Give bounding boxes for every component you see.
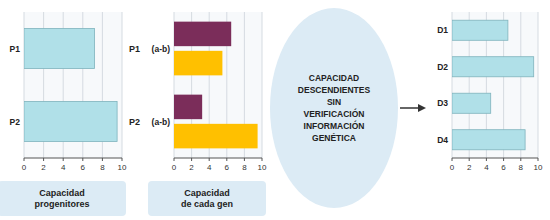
bar-chart: 0 2 4 6 8 10 P1 P2 Capacidadprogenitores [0,12,127,216]
plot-area [24,12,122,158]
x-axis-line [174,158,262,159]
annotation-ellipse [270,8,398,208]
chart-svg: 0 2 4 6 8 10 P1 P2 Capacidadprogenitores 0 2 4 6 8 10 (… [0,0,550,220]
bars [452,20,534,150]
category-label: D2 [437,62,448,72]
bars [174,22,258,149]
plot-area [452,12,538,158]
tick-label: 4 [207,163,212,172]
figure: 0 2 4 6 8 10 P1 P2 Capacidadprogenitores 0 2 4 6 8 10 (… [0,0,550,220]
bar [174,95,202,120]
bar [24,28,95,68]
tick-label: 10 [258,163,267,172]
bars [24,28,117,141]
tick-label: 8 [519,163,524,172]
category-label: (a-b) [152,44,171,54]
annotation-group: CAPACIDADDESCENDIENTESSINVERIFICACIÓNINF… [270,8,426,208]
category-label: (a-b) [152,117,171,127]
grid-line [538,12,539,158]
tick-label: 2 [467,163,472,172]
tick-label: 4 [484,163,489,172]
grid-line [122,12,123,158]
chart-title: Capacidadde cada gen [181,188,233,209]
tick-label: 8 [242,163,247,172]
bar [452,57,534,77]
bar [174,22,231,47]
tick-label: 6 [81,163,86,172]
tick-label: 8 [100,163,105,172]
annotation-text: CAPACIDADDESCENDIENTESSINVERIFICACIÓNINF… [298,73,371,143]
bar [24,101,117,141]
bar [174,124,258,149]
caption-box [0,181,126,216]
bar [452,93,491,113]
tick-label: 0 [172,163,177,172]
caption-box [148,181,266,216]
tick-label: 2 [189,163,194,172]
group-annotation: P1 [129,44,140,54]
bar [174,51,222,76]
category-label: D1 [437,25,448,35]
tick-label: 6 [225,163,230,172]
bar-chart: 0 2 4 6 8 10 (a-b) (a-b) Capacidadde cada gen P1 P… [129,12,267,216]
tick-label: 0 [450,163,455,172]
bar [452,20,508,40]
arrow-head [418,104,426,112]
plot-area [174,12,262,158]
chart-title: Capacidadprogenitores [34,188,89,209]
group-annotation: P2 [129,117,140,127]
bar [452,130,525,150]
tick-label: 10 [534,163,543,172]
category-label: P2 [10,117,21,127]
x-axis-line [452,158,538,159]
tick-label: 0 [22,163,27,172]
category-label: P1 [10,44,21,54]
tick-label: 10 [118,163,127,172]
arrow-shaft [400,107,420,109]
category-label: D3 [437,98,448,108]
x-axis-line [24,158,122,159]
tick-label: 6 [501,163,506,172]
grid-line [262,12,263,158]
tick-label: 4 [61,163,66,172]
tick-label: 2 [41,163,46,172]
bar-chart: 0 2 4 6 8 10 D1 D2 D3 D4 [437,12,543,172]
category-label: D4 [437,135,448,145]
